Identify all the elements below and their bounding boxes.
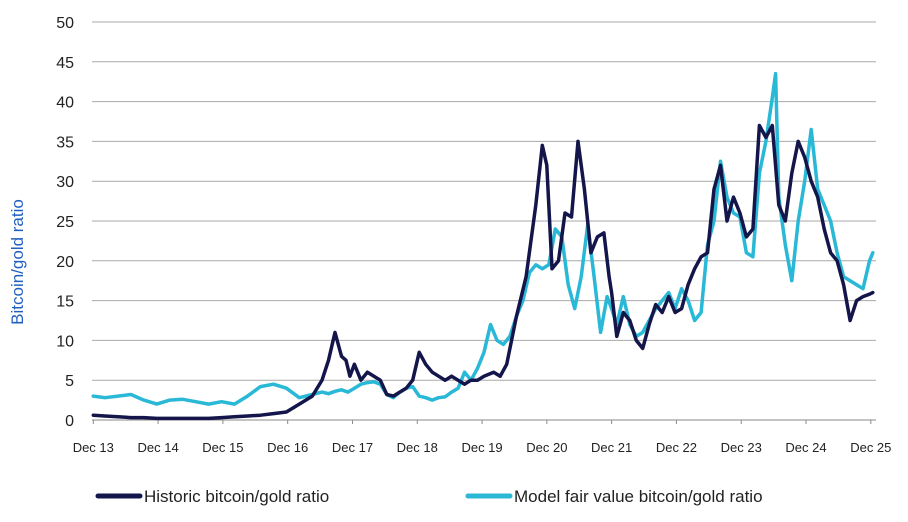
x-tick-label: Dec 15: [202, 440, 243, 455]
y-tick-label: 20: [56, 254, 74, 271]
y-tick-label: 30: [56, 174, 74, 191]
x-tick-label: Dec 22: [656, 440, 697, 455]
y-tick-label: 10: [56, 333, 74, 350]
y-tick-label: 45: [56, 55, 74, 72]
x-tick-label: Dec 17: [332, 440, 373, 455]
y-tick-label: 0: [65, 413, 74, 430]
y-tick-label: 15: [56, 294, 74, 311]
legend: Historic bitcoin/gold ratio Model fair v…: [95, 487, 763, 506]
y-tick-label: 5: [65, 373, 74, 390]
x-tick-label: Dec 13: [73, 440, 114, 455]
x-axis-ticks: Dec 13 Dec 14 Dec 15 Dec 16 Dec 17 Dec 18 Dec …: [73, 420, 891, 455]
x-tick-label: Dec 23: [721, 440, 762, 455]
x-tick-label: Dec 24: [785, 440, 826, 455]
y-tick-label: 40: [56, 95, 74, 112]
legend-label-historic: Historic bitcoin/gold ratio: [144, 487, 329, 506]
x-tick-label: Dec 14: [137, 440, 178, 455]
x-tick-label: Dec 21: [591, 440, 632, 455]
legend-label-model: Model fair value bitcoin/gold ratio: [514, 487, 763, 506]
series-line-historic: [91, 123, 875, 421]
series-line-model: [91, 71, 875, 406]
y-tick-label: 25: [56, 214, 74, 231]
x-tick-label: Dec 16: [267, 440, 308, 455]
gridlines: [92, 21, 876, 421]
x-tick-label: Dec 18: [397, 440, 438, 455]
y-axis-label: Bitcoin/gold ratio: [8, 199, 27, 325]
y-tick-label: 35: [56, 134, 74, 151]
y-axis-ticks: 0 5 10 15 20 25 30 35 40 45 50: [56, 15, 74, 430]
x-tick-label: Dec 19: [461, 440, 502, 455]
series-lines: [91, 71, 875, 421]
x-tick-label: Dec 20: [526, 440, 567, 455]
x-tick-label: Dec 25: [850, 440, 891, 455]
y-tick-label: 50: [56, 15, 74, 32]
